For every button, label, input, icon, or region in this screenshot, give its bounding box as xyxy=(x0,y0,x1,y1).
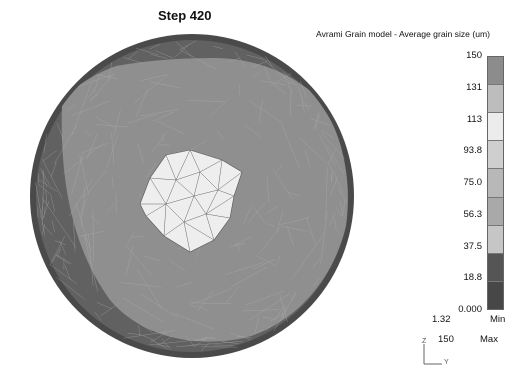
mesh-lines xyxy=(35,40,348,352)
max-value: 150 xyxy=(438,334,454,345)
colorbar-tick-label: 75.0 xyxy=(463,177,483,188)
colorbar-band xyxy=(488,253,503,282)
min-value: 1.32 xyxy=(432,314,451,325)
colorbar-band xyxy=(488,169,503,198)
colorbar-band xyxy=(488,225,503,254)
axis-y-label: Y xyxy=(444,359,449,366)
colorbar-tick-label: 93.8 xyxy=(463,145,483,157)
colorbar-band xyxy=(488,141,503,170)
colorbar-tick-label: 37.5 xyxy=(463,240,483,252)
color-bar xyxy=(487,56,504,310)
colorbar-tick-label: 0.000 xyxy=(458,304,482,315)
colorbar-tick-label: 131 xyxy=(466,81,482,93)
colorbar-band xyxy=(488,281,503,309)
colorbar-tick-label: 56.3 xyxy=(463,208,483,220)
colorbar-tick-label: 150 xyxy=(466,50,482,61)
legend-title: Avrami Grain model - Average grain size … xyxy=(316,29,491,39)
colorbar-tick-label: 18.8 xyxy=(463,272,483,284)
min-label: Min xyxy=(490,314,506,325)
axes-triad xyxy=(423,344,442,365)
colorbar-band xyxy=(488,85,503,114)
grain-core-mesh xyxy=(140,149,243,253)
axis-z-label: Z xyxy=(422,338,427,345)
colorbar-tick-label: 113 xyxy=(466,113,482,125)
max-label: Max xyxy=(480,334,498,345)
colorbar-band xyxy=(488,57,503,86)
step-title: Step 420 xyxy=(158,8,212,23)
colorbar-band xyxy=(488,113,503,142)
colorbar-band xyxy=(488,197,503,226)
